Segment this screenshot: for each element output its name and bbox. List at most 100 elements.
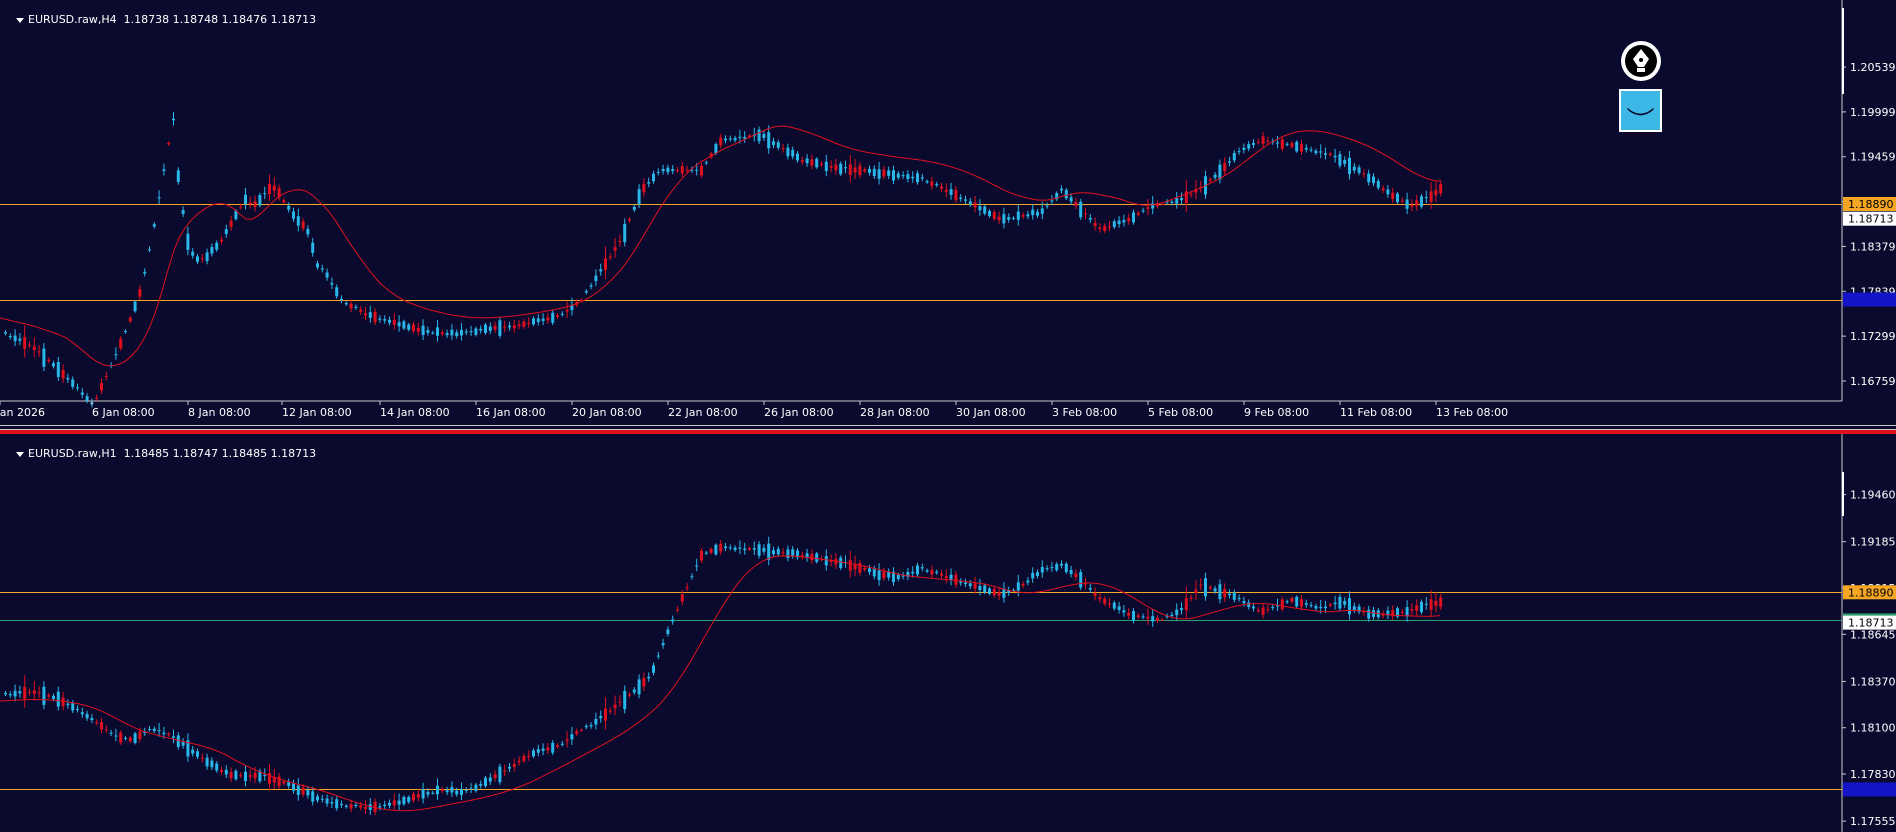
candle-body: [224, 769, 228, 775]
current-price-label: 1.18713: [1848, 617, 1894, 630]
candle-body: [349, 303, 353, 309]
candle-body: [872, 569, 876, 577]
candle-body: [623, 690, 627, 710]
candle-body: [364, 313, 367, 316]
candle-body: [757, 544, 761, 556]
candle-body: [13, 335, 17, 342]
level-price-label: 1.18890: [1848, 586, 1894, 599]
pane-top-bar: [0, 430, 1896, 434]
h1-chart-header: EURUSD.raw,H1 1.18485 1.18747 1.18485 1.…: [2, 434, 316, 473]
candle-body: [1429, 191, 1433, 202]
candle-body: [80, 712, 84, 715]
h1-candlestick-chart[interactable]: 1.194601.191851.189151.186451.183701.181…: [0, 430, 1896, 832]
candle-body: [23, 337, 27, 349]
candle-body: [685, 587, 689, 589]
candle-body: [815, 158, 819, 168]
collapse-triangle-icon[interactable]: [16, 451, 24, 457]
candle-body: [896, 575, 900, 580]
candle-body: [407, 796, 411, 803]
candle-body: [733, 547, 737, 551]
candle-body: [479, 784, 483, 786]
candle-body: [1184, 598, 1188, 611]
collapse-triangle-icon[interactable]: [16, 17, 24, 23]
candle-body: [1256, 141, 1260, 143]
candle-body: [402, 796, 406, 805]
candle-body: [344, 805, 348, 807]
candle-body: [296, 216, 300, 226]
candle-body: [32, 346, 36, 350]
candle-body: [964, 582, 967, 584]
candle-body: [1223, 162, 1227, 172]
candle-body: [848, 560, 852, 571]
candle-body: [42, 686, 46, 705]
candle-body: [1324, 606, 1327, 609]
candle-body: [244, 771, 247, 782]
candle-body: [892, 571, 895, 583]
candle-body: [863, 567, 867, 570]
candle-body: [1045, 205, 1049, 207]
candle-body: [839, 557, 843, 569]
candle-body: [1055, 193, 1059, 200]
candle-body: [320, 268, 324, 270]
candle-body: [340, 298, 343, 301]
pen-tool-icon[interactable]: [1620, 40, 1662, 82]
candle-body: [1367, 173, 1371, 183]
candle-body: [954, 574, 958, 585]
candle-body: [911, 176, 915, 179]
candle-body: [944, 576, 948, 579]
candle-body: [1343, 601, 1347, 605]
candle-body: [354, 804, 358, 806]
candle-body: [282, 200, 286, 203]
candle-body: [1074, 573, 1078, 578]
candle-body: [1218, 584, 1222, 600]
candle-body: [258, 195, 262, 206]
smile-icon[interactable]: [1619, 89, 1662, 132]
candle-body: [1103, 598, 1107, 604]
candle-body: [1285, 143, 1289, 145]
candle-body: [296, 785, 300, 795]
candle-body: [1338, 154, 1342, 166]
candle-body: [757, 129, 761, 142]
candle-body: [532, 750, 535, 757]
h4-chart-pane[interactable]: 1.205391.199991.194591.189191.183791.178…: [0, 0, 1896, 425]
candle-body: [1050, 200, 1054, 202]
h1-chart-pane[interactable]: 1.194601.191851.189151.186451.183701.181…: [0, 430, 1896, 832]
candle-body: [1328, 153, 1332, 156]
pane-separator[interactable]: [0, 425, 1896, 430]
candle-body: [1372, 176, 1375, 184]
candle-body: [220, 239, 223, 242]
candle-body: [1228, 161, 1231, 163]
y-tick-label: 1.20539: [1850, 61, 1896, 74]
candle-body: [172, 736, 175, 738]
candle-body: [1132, 212, 1135, 223]
candle-body: [781, 148, 785, 150]
candle-body: [1184, 191, 1188, 204]
candle-body: [416, 328, 420, 332]
candle-body: [277, 188, 281, 198]
candle-body: [71, 703, 75, 711]
h4-candlestick-chart[interactable]: 1.205391.199991.194591.189191.183791.178…: [0, 0, 1896, 425]
candle-body: [690, 576, 694, 578]
candle-body: [690, 169, 694, 171]
candle-body: [1424, 603, 1428, 605]
candle-body: [944, 189, 948, 192]
candle-body: [277, 776, 281, 787]
candle-body: [1276, 142, 1279, 144]
candle-body: [292, 783, 295, 791]
candle-body: [584, 291, 588, 293]
candle-body: [1175, 609, 1179, 616]
candle-body: [1391, 192, 1395, 199]
candle-body: [167, 142, 171, 145]
candle-body: [1237, 598, 1241, 600]
candle-body: [700, 550, 703, 561]
candle-body: [1156, 203, 1159, 207]
candle-body: [138, 289, 142, 297]
candle-body: [834, 164, 838, 171]
candle-body: [114, 735, 118, 737]
candle-body: [661, 169, 665, 172]
candle-body: [1074, 201, 1078, 206]
candle-body: [455, 790, 459, 795]
candle-body: [301, 787, 305, 795]
candle-body: [1103, 225, 1107, 231]
candle-body: [234, 210, 238, 220]
